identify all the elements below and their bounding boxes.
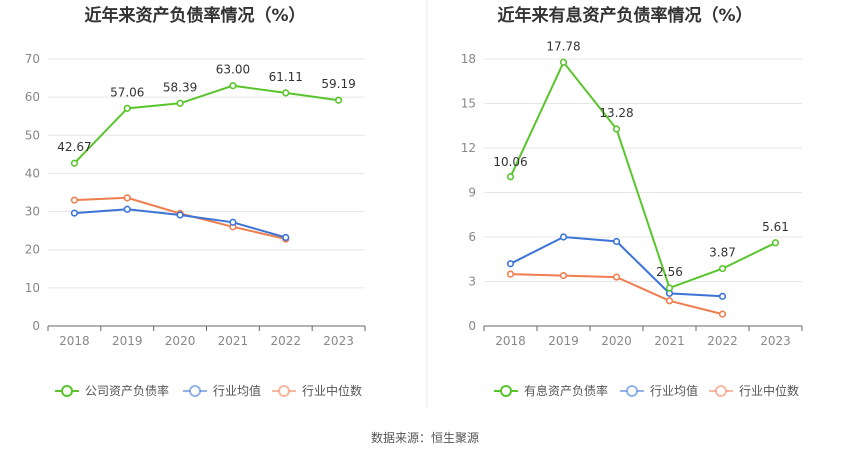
legend-swatch-marker bbox=[500, 385, 512, 397]
data-point[interactable] bbox=[123, 104, 131, 112]
data-point[interactable] bbox=[334, 96, 343, 104]
x-tick-label: 2021 bbox=[218, 334, 249, 348]
x-tick-label: 2023 bbox=[760, 334, 791, 348]
data-point[interactable] bbox=[559, 233, 568, 241]
x-tick-label: 2022 bbox=[707, 334, 738, 348]
data-point[interactable] bbox=[123, 205, 131, 213]
legend-item[interactable]: 行业均值 bbox=[183, 383, 261, 398]
data-point[interactable] bbox=[612, 273, 621, 281]
legend-item[interactable]: 有息资产负债率 bbox=[494, 383, 608, 398]
y-tick-label: 30 bbox=[25, 205, 40, 219]
data-label: 13.28 bbox=[599, 106, 633, 120]
legend-swatch-marker bbox=[626, 385, 638, 397]
chart-title: 近年来资产负债率情况（%） bbox=[84, 5, 305, 26]
data-point[interactable] bbox=[123, 194, 131, 202]
data-point[interactable] bbox=[718, 264, 727, 273]
data-label: 58.39 bbox=[163, 80, 197, 94]
y-tick-label: 60 bbox=[25, 90, 40, 104]
legend-label: 公司资产负债率 bbox=[85, 383, 169, 398]
chart-title: 近年来有息资产负债率情况（%） bbox=[497, 5, 752, 26]
data-point[interactable] bbox=[176, 211, 184, 219]
data-point[interactable] bbox=[70, 196, 79, 204]
data-point[interactable] bbox=[506, 173, 515, 181]
x-tick-label: 2020 bbox=[165, 334, 196, 348]
data-label: 61.11 bbox=[269, 70, 303, 84]
data-point[interactable] bbox=[665, 284, 674, 292]
legend-label: 行业均值 bbox=[213, 383, 261, 398]
y-tick-label: 15 bbox=[461, 97, 476, 111]
x-tick-label: 2021 bbox=[654, 334, 685, 348]
data-point[interactable] bbox=[559, 58, 568, 66]
data-source: 数据来源：恒生聚源 bbox=[371, 430, 479, 445]
data-label: 17.78 bbox=[546, 39, 580, 53]
legend-swatch-marker bbox=[189, 385, 201, 397]
y-tick-label: 70 bbox=[25, 52, 40, 66]
data-point[interactable] bbox=[612, 237, 621, 246]
legend-item[interactable]: 公司资产负债率 bbox=[55, 383, 169, 398]
data-point[interactable] bbox=[665, 297, 674, 305]
y-tick-label: 40 bbox=[25, 166, 40, 180]
y-tick-label: 20 bbox=[25, 243, 40, 257]
legend-label: 行业均值 bbox=[650, 383, 698, 398]
y-tick-label: 9 bbox=[468, 186, 476, 200]
data-label: 63.00 bbox=[216, 63, 250, 77]
data-label: 2.56 bbox=[656, 265, 683, 279]
y-tick-label: 12 bbox=[461, 141, 476, 155]
x-tick-label: 2018 bbox=[59, 334, 90, 348]
data-point[interactable] bbox=[70, 209, 79, 217]
data-point[interactable] bbox=[282, 89, 290, 97]
data-point[interactable] bbox=[559, 271, 568, 280]
legend-swatch-marker bbox=[278, 385, 290, 397]
legend-swatch-marker bbox=[61, 385, 73, 397]
data-point[interactable] bbox=[229, 218, 237, 226]
legend-item[interactable]: 行业均值 bbox=[620, 383, 698, 398]
series-line bbox=[509, 60, 776, 290]
legend-label: 有息资产负债率 bbox=[524, 383, 608, 398]
data-label: 42.67 bbox=[57, 140, 91, 154]
legend-swatch-marker bbox=[715, 385, 727, 397]
series-line bbox=[510, 235, 723, 298]
legend-label: 行业中位数 bbox=[739, 383, 799, 398]
data-label: 57.06 bbox=[110, 85, 144, 99]
chart-left: 近年来资产负债率情况（%） 0 10 20 30 40 50 60 70 2018 2019 202… bbox=[25, 5, 366, 398]
x-tick-label: 2019 bbox=[548, 334, 579, 348]
data-point[interactable] bbox=[718, 310, 727, 318]
data-point[interactable] bbox=[612, 125, 621, 133]
legend-label: 行业中位数 bbox=[302, 383, 362, 398]
y-tick-label: 3 bbox=[468, 275, 476, 289]
x-tick-label: 2018 bbox=[495, 334, 526, 348]
y-tick-label: 50 bbox=[25, 128, 40, 142]
y-tick-label: 0 bbox=[468, 319, 476, 333]
y-tick-label: 18 bbox=[461, 52, 476, 66]
data-label: 3.87 bbox=[709, 246, 736, 260]
legend-item[interactable]: 行业中位数 bbox=[709, 383, 799, 398]
data-label: 59.19 bbox=[321, 77, 355, 91]
data-label: 5.61 bbox=[762, 220, 789, 234]
x-tick-label: 2019 bbox=[112, 334, 143, 348]
chart-right: 近年来有息资产负债率情况（%） 0 3 6 9 12 15 18 2018 2019 2020 20… bbox=[461, 5, 803, 398]
data-point[interactable] bbox=[506, 270, 515, 278]
y-tick-label: 10 bbox=[25, 281, 40, 295]
data-point[interactable] bbox=[176, 99, 184, 107]
data-point[interactable] bbox=[506, 260, 515, 268]
data-point[interactable] bbox=[229, 82, 237, 90]
legend-item[interactable]: 行业中位数 bbox=[272, 383, 362, 398]
data-point[interactable] bbox=[771, 239, 780, 247]
series-line bbox=[73, 84, 339, 164]
data-point[interactable] bbox=[282, 233, 290, 242]
data-label: 10.06 bbox=[493, 155, 527, 169]
x-tick-label: 2023 bbox=[323, 334, 354, 348]
data-point[interactable] bbox=[718, 292, 727, 300]
x-tick-label: 2020 bbox=[601, 334, 632, 348]
x-tick-label: 2022 bbox=[270, 334, 301, 348]
data-point[interactable] bbox=[70, 159, 79, 167]
y-tick-label: 6 bbox=[468, 230, 476, 244]
y-tick-label: 0 bbox=[32, 319, 40, 333]
